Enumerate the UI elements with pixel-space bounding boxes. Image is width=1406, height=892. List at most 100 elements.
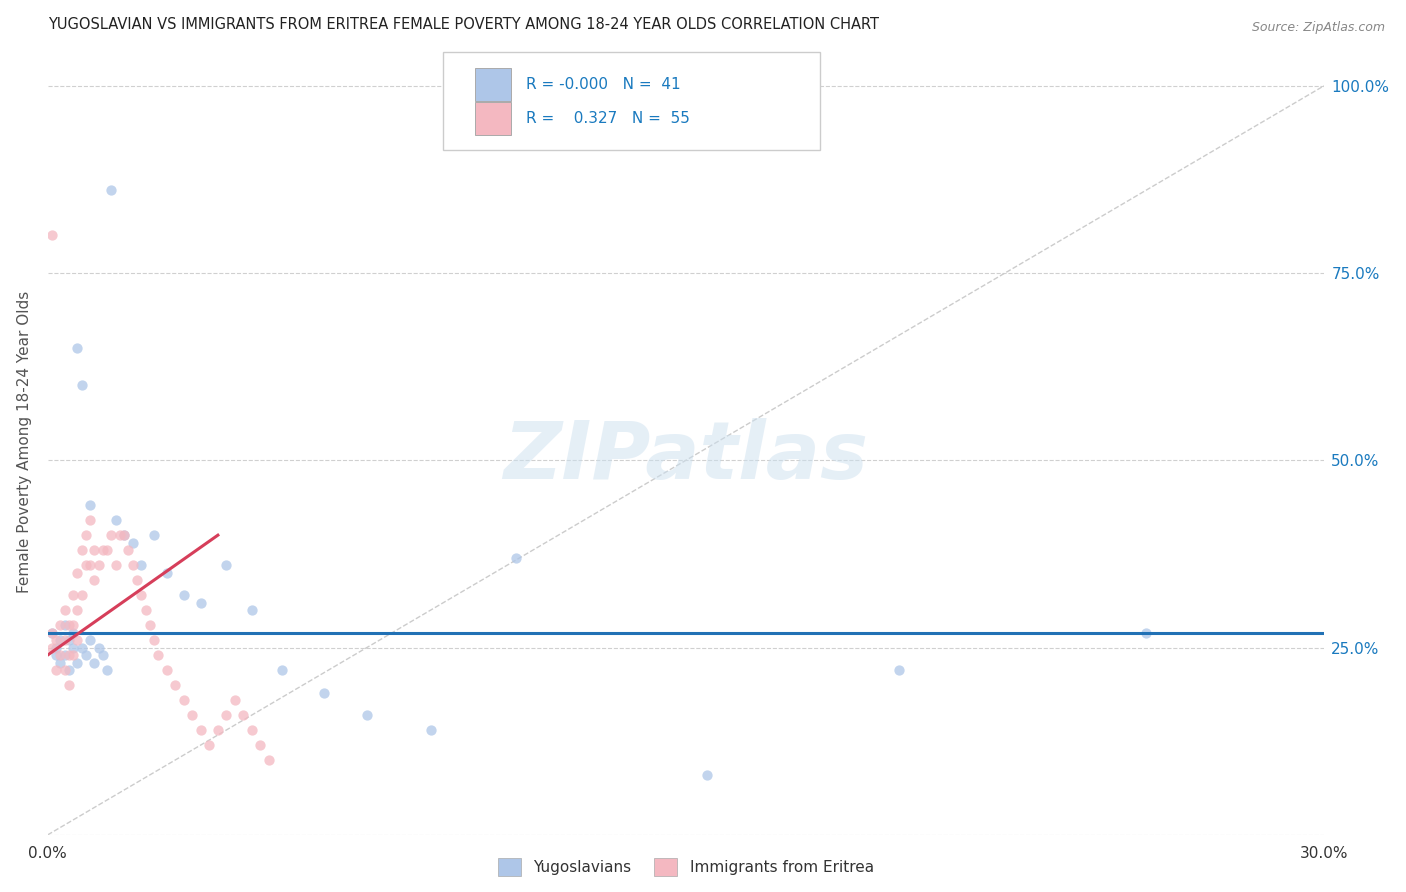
Point: [66, 566, 89, 580]
Point: [66, 603, 89, 617]
Point: [53, 618, 76, 632]
Point: [240, 723, 263, 737]
Point: [41, 228, 63, 243]
Point: [49, 656, 72, 670]
Point: [58, 648, 80, 662]
Text: YUGOSLAVIAN VS IMMIGRANTS FROM ERITREA FEMALE POVERTY AMONG 18-24 YEAR OLDS CORR: YUGOSLAVIAN VS IMMIGRANTS FROM ERITREA F…: [48, 17, 879, 32]
Point: [165, 678, 187, 692]
Point: [45, 640, 67, 655]
Text: R =    0.327   N =  55: R = 0.327 N = 55: [526, 111, 690, 126]
Text: Source: ZipAtlas.com: Source: ZipAtlas.com: [1251, 21, 1385, 34]
Point: [143, 633, 166, 648]
Point: [70, 543, 93, 558]
Point: [58, 633, 80, 648]
Point: [62, 640, 84, 655]
Point: [100, 184, 122, 198]
Point: [887, 663, 910, 677]
Point: [100, 528, 122, 542]
Point: [62, 618, 84, 632]
Point: [87, 640, 110, 655]
Y-axis label: Female Poverty Among 18-24 Year Olds: Female Poverty Among 18-24 Year Olds: [17, 291, 32, 592]
Point: [240, 603, 263, 617]
Point: [91, 648, 114, 662]
Point: [62, 588, 84, 602]
Point: [79, 633, 101, 648]
Point: [156, 566, 179, 580]
Point: [190, 723, 212, 737]
Point: [181, 708, 204, 723]
Point: [198, 738, 221, 752]
Point: [66, 341, 89, 355]
FancyBboxPatch shape: [443, 52, 820, 151]
Point: [83, 543, 105, 558]
Point: [215, 558, 238, 573]
Point: [91, 543, 114, 558]
Point: [112, 528, 135, 542]
Point: [41, 640, 63, 655]
Point: [45, 633, 67, 648]
Point: [135, 603, 157, 617]
Point: [70, 640, 93, 655]
Point: [66, 656, 89, 670]
Point: [53, 648, 76, 662]
Point: [121, 535, 143, 549]
Point: [49, 648, 72, 662]
Point: [356, 708, 378, 723]
Point: [419, 723, 441, 737]
Point: [117, 543, 139, 558]
Point: [75, 648, 97, 662]
Point: [505, 550, 527, 565]
Point: [249, 738, 271, 752]
Point: [173, 693, 195, 707]
Point: [87, 558, 110, 573]
Text: R = -0.000   N =  41: R = -0.000 N = 41: [526, 77, 681, 92]
Point: [70, 378, 93, 392]
Point: [66, 633, 89, 648]
Point: [232, 708, 254, 723]
Point: [112, 528, 135, 542]
Point: [62, 625, 84, 640]
Point: [314, 685, 336, 699]
Point: [270, 663, 292, 677]
Point: [207, 723, 229, 737]
Point: [58, 618, 80, 632]
Point: [143, 528, 166, 542]
Point: [45, 663, 67, 677]
FancyBboxPatch shape: [475, 68, 512, 101]
Point: [257, 753, 280, 767]
Point: [79, 498, 101, 512]
Point: [41, 625, 63, 640]
FancyBboxPatch shape: [475, 102, 512, 135]
Point: [129, 588, 152, 602]
Text: ZIPatlas: ZIPatlas: [503, 418, 869, 496]
Point: [190, 596, 212, 610]
Point: [53, 663, 76, 677]
Point: [49, 633, 72, 648]
Point: [70, 588, 93, 602]
Point: [58, 678, 80, 692]
Point: [121, 558, 143, 573]
Point: [139, 618, 162, 632]
Point: [45, 648, 67, 662]
Point: [125, 573, 148, 587]
Point: [156, 663, 179, 677]
Point: [53, 603, 76, 617]
Point: [62, 648, 84, 662]
Legend: Yugoslavians, Immigrants from Eritrea: Yugoslavians, Immigrants from Eritrea: [492, 852, 880, 882]
Point: [148, 648, 170, 662]
Point: [104, 558, 127, 573]
Point: [104, 513, 127, 527]
Point: [79, 558, 101, 573]
Point: [53, 633, 76, 648]
Point: [1135, 625, 1157, 640]
Point: [83, 573, 105, 587]
Point: [41, 625, 63, 640]
Point: [96, 663, 118, 677]
Point: [79, 513, 101, 527]
Point: [173, 588, 195, 602]
Point: [129, 558, 152, 573]
Point: [49, 618, 72, 632]
Point: [75, 528, 97, 542]
Point: [108, 528, 131, 542]
Point: [83, 656, 105, 670]
